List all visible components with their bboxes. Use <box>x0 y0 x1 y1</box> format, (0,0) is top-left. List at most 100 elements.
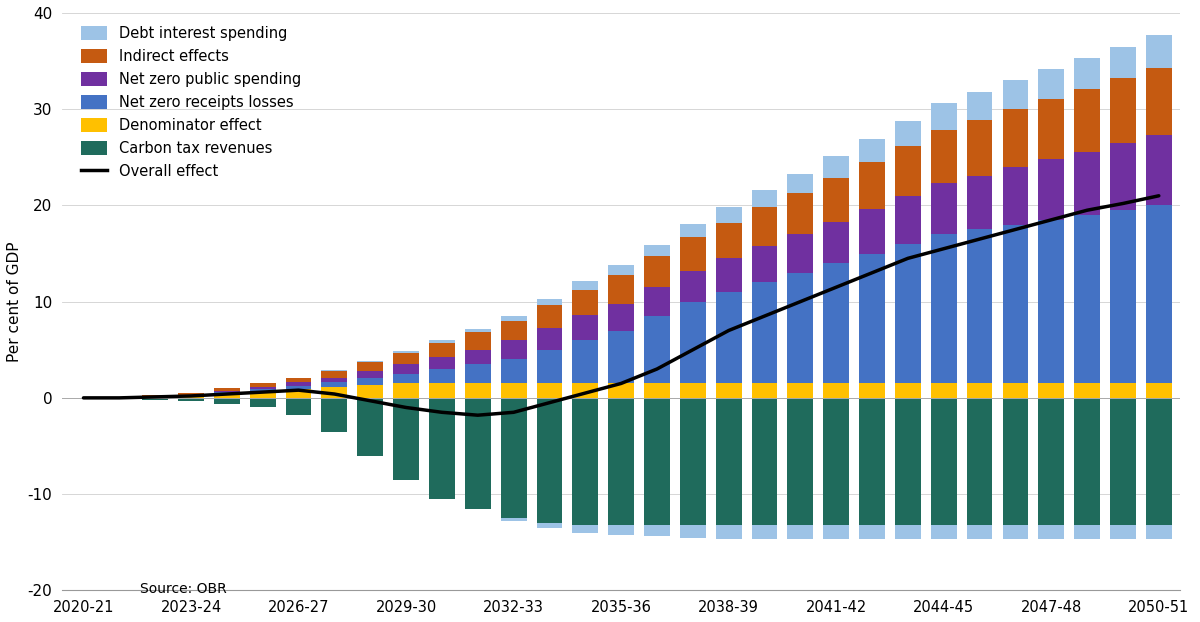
Bar <box>680 525 706 539</box>
Bar <box>715 525 742 539</box>
Bar <box>895 196 920 244</box>
Bar <box>430 343 455 358</box>
Bar <box>608 525 634 534</box>
Bar <box>1002 398 1028 525</box>
Bar <box>500 518 527 521</box>
Bar <box>358 386 383 398</box>
Bar <box>500 316 527 321</box>
Bar <box>715 258 742 292</box>
Bar <box>1146 383 1171 398</box>
Bar <box>751 190 778 207</box>
Bar <box>430 383 455 398</box>
Bar <box>536 328 563 350</box>
Bar <box>322 371 347 378</box>
Bar <box>608 265 634 275</box>
Bar <box>715 292 742 383</box>
Bar <box>250 389 276 391</box>
Bar <box>250 383 276 388</box>
Bar <box>1038 525 1064 539</box>
Bar <box>1110 398 1136 525</box>
Bar <box>608 330 634 383</box>
Bar <box>1074 152 1100 215</box>
Bar <box>322 398 347 432</box>
Bar <box>358 362 383 371</box>
Bar <box>1074 398 1100 525</box>
Bar <box>322 388 347 398</box>
Bar <box>1110 78 1136 143</box>
Bar <box>859 398 884 525</box>
Bar <box>500 360 527 383</box>
Bar <box>1074 215 1100 383</box>
Bar <box>1146 205 1171 383</box>
Bar <box>608 383 634 398</box>
Bar <box>107 397 132 398</box>
Bar <box>715 398 742 525</box>
Bar <box>1110 143 1136 210</box>
Bar <box>536 398 563 523</box>
Bar <box>572 398 599 525</box>
Bar <box>608 304 634 330</box>
Bar <box>823 383 850 398</box>
Bar <box>895 398 920 525</box>
Bar <box>394 364 419 374</box>
Bar <box>751 525 778 539</box>
Bar <box>823 222 850 263</box>
Bar <box>715 207 742 223</box>
Bar <box>536 383 563 398</box>
Bar <box>214 388 240 391</box>
Bar <box>859 383 884 398</box>
Bar <box>286 389 312 398</box>
Bar <box>1002 525 1028 539</box>
Bar <box>1146 525 1171 539</box>
Bar <box>859 139 884 162</box>
Bar <box>1074 89 1100 152</box>
Bar <box>572 315 599 340</box>
Bar <box>787 398 814 525</box>
Bar <box>250 398 276 407</box>
Bar <box>1074 383 1100 398</box>
Bar <box>931 183 956 234</box>
Bar <box>178 395 204 398</box>
Bar <box>787 234 814 273</box>
Bar <box>464 332 491 350</box>
Bar <box>214 398 240 404</box>
Bar <box>859 525 884 539</box>
Bar <box>823 156 850 177</box>
Bar <box>931 103 956 131</box>
Bar <box>1110 210 1136 383</box>
Bar <box>1110 383 1136 398</box>
Bar <box>143 398 168 400</box>
Bar <box>572 290 599 315</box>
Bar <box>895 121 920 146</box>
Bar <box>1002 80 1028 109</box>
Bar <box>464 364 491 383</box>
Bar <box>680 237 706 271</box>
Bar <box>680 224 706 237</box>
Bar <box>644 256 670 287</box>
Bar <box>967 175 992 230</box>
Bar <box>751 246 778 282</box>
Bar <box>500 321 527 340</box>
Bar <box>1002 109 1028 167</box>
Bar <box>931 383 956 398</box>
Bar <box>1110 47 1136 78</box>
Bar <box>1002 383 1028 398</box>
Bar <box>859 254 884 383</box>
Bar <box>1146 398 1171 525</box>
Bar <box>1038 159 1064 220</box>
Bar <box>895 525 920 539</box>
Bar <box>931 398 956 525</box>
Text: Source: OBR: Source: OBR <box>140 582 227 596</box>
Bar <box>644 316 670 383</box>
Bar <box>859 209 884 254</box>
Bar <box>895 383 920 398</box>
Bar <box>931 131 956 183</box>
Bar <box>751 282 778 383</box>
Bar <box>787 174 814 193</box>
Bar <box>178 393 204 395</box>
Bar <box>751 383 778 398</box>
Bar <box>895 146 920 196</box>
Bar <box>967 92 992 120</box>
Bar <box>1002 167 1028 225</box>
Bar <box>1074 525 1100 539</box>
